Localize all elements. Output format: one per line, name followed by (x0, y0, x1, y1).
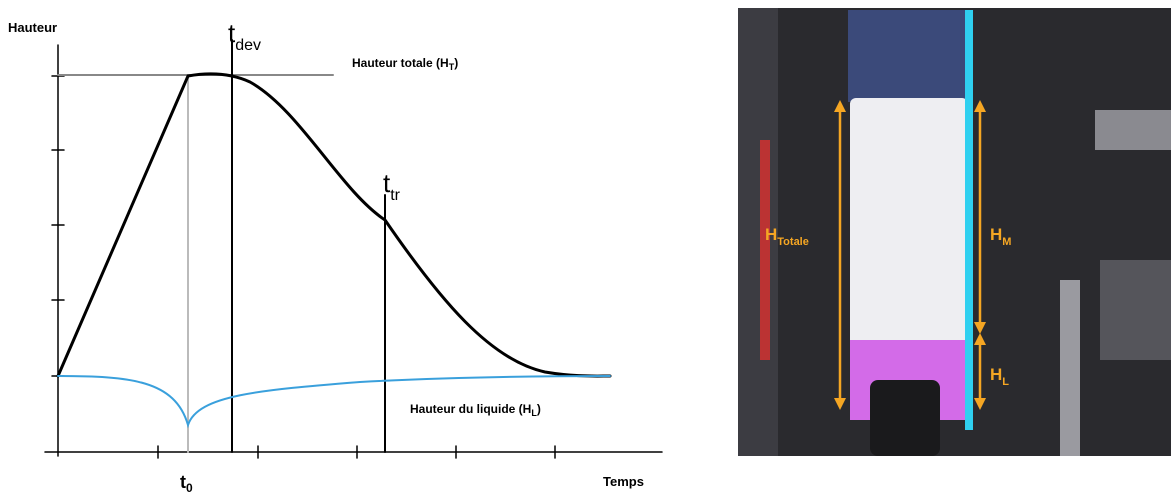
t0-label: t0 (180, 472, 193, 494)
total-label: HTotale (765, 225, 809, 248)
liquid-height-label: Hauteur du liquide (HL) (410, 402, 541, 418)
y-axis-label: Hauteur (8, 20, 57, 35)
x-axis-label: Temps (603, 474, 644, 489)
tdev-label: tdev (228, 18, 261, 54)
photo (738, 8, 1171, 456)
total-height-label: Hauteur totale (HT) (352, 56, 458, 72)
schematic (44, 39, 663, 459)
foam-label: HM (990, 225, 1011, 248)
liquid-label: HL (990, 365, 1009, 388)
ttr-label: ttr (383, 168, 401, 204)
